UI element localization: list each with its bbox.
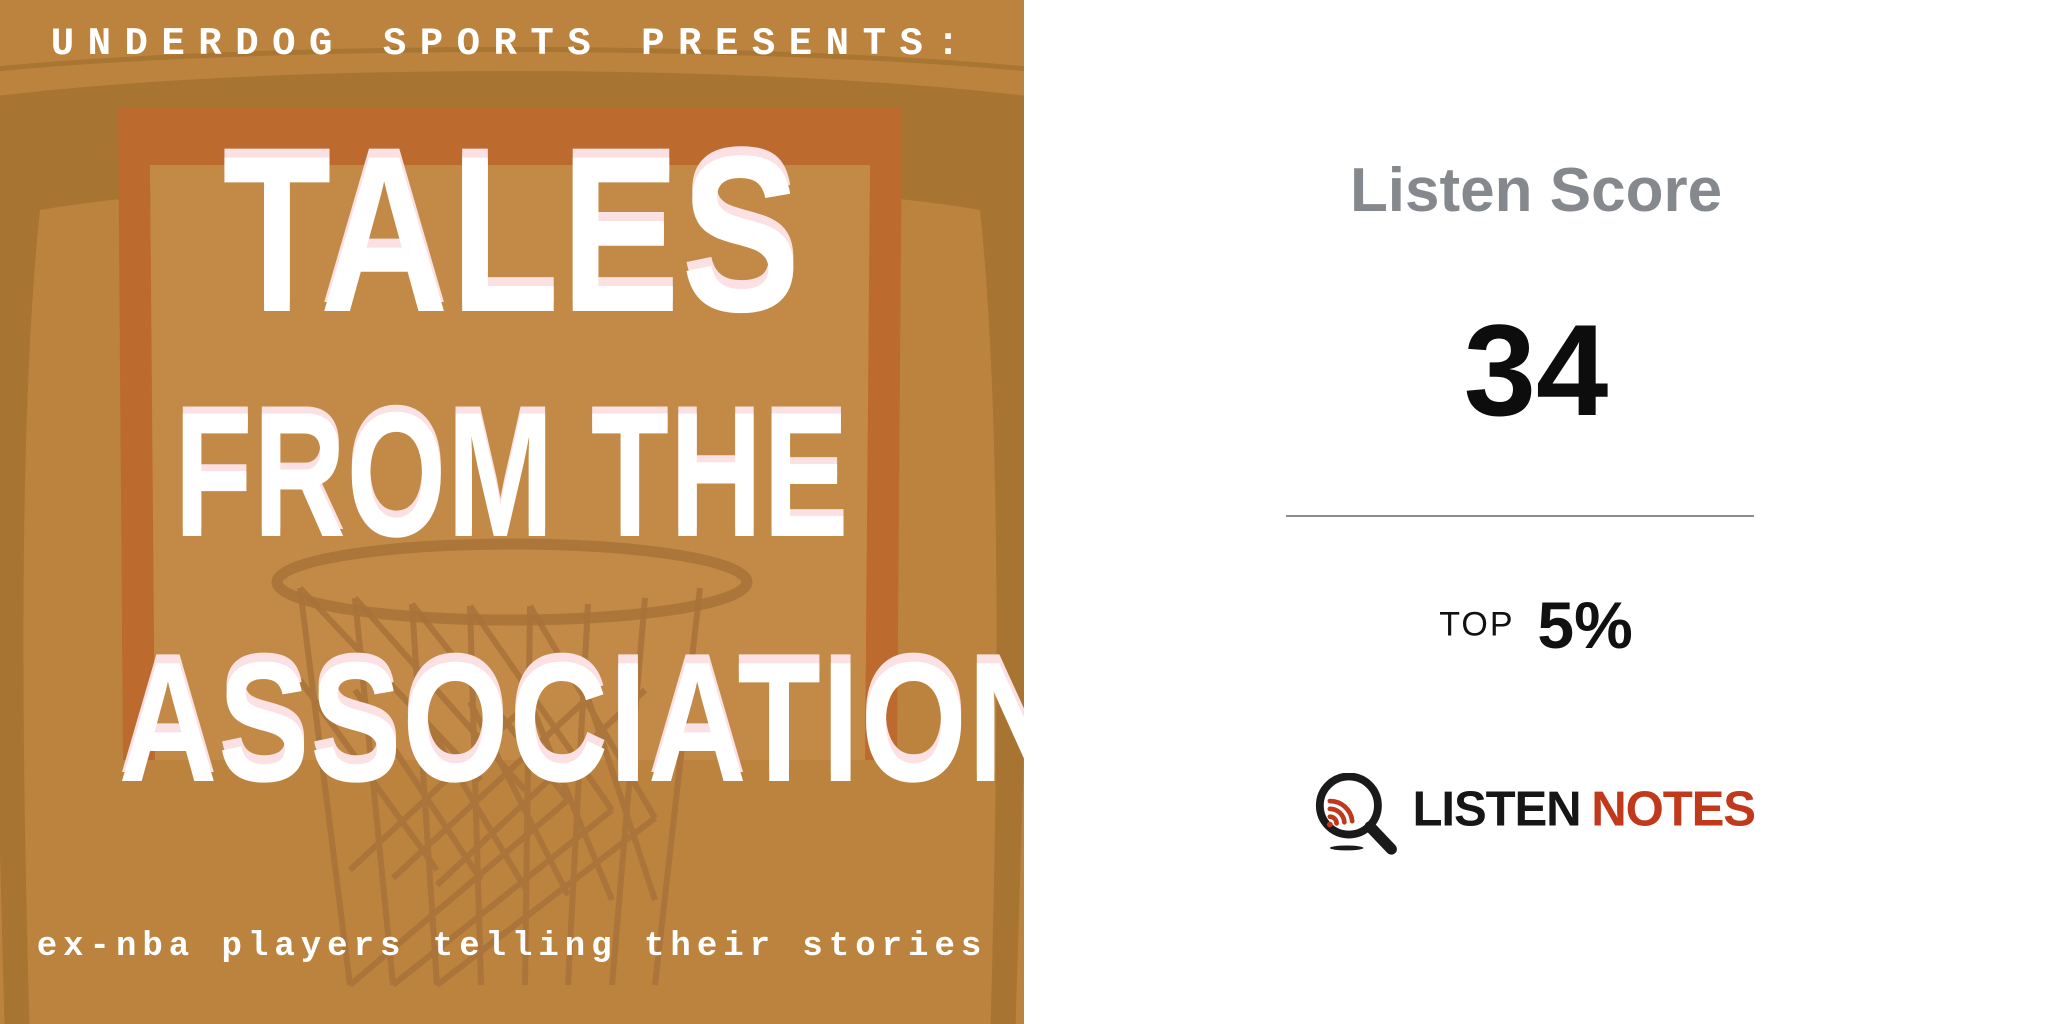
svg-text:NOTES: NOTES xyxy=(1591,783,1755,837)
svg-text:LISTEN: LISTEN xyxy=(1413,783,1581,837)
